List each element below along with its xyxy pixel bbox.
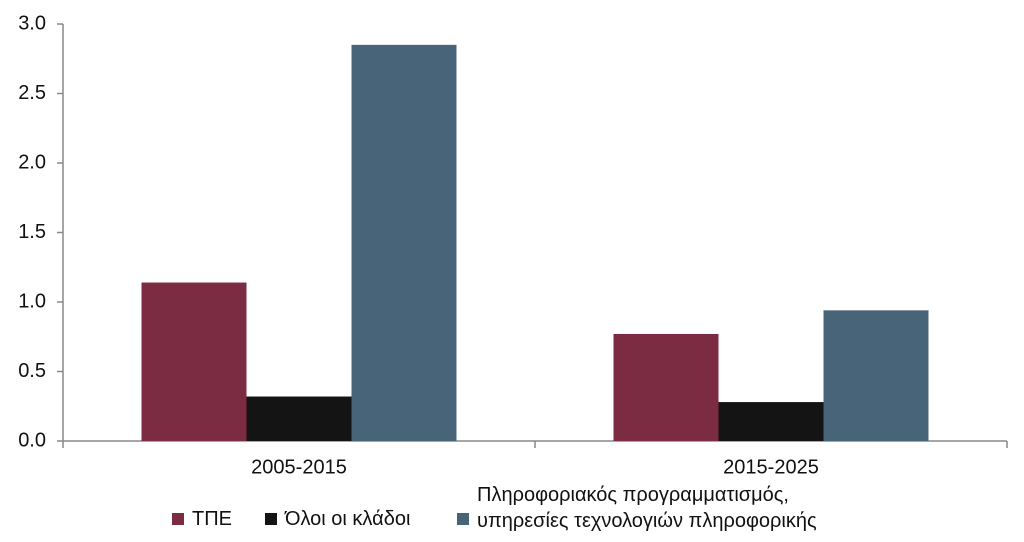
legend-item: Πληροφοριακός προγραμματισμός, υπηρεσίες… [457, 484, 817, 534]
bar [246, 396, 352, 441]
bar [823, 310, 929, 441]
legend-item: Όλοι οι κλάδοι [265, 488, 410, 532]
y-tick-label: 0.5 [18, 360, 46, 382]
x-tick-label: 2015-2025 [723, 456, 819, 478]
y-tick-label: 0.0 [18, 429, 46, 451]
legend-label: ΤΠΕ [192, 508, 232, 530]
legend-swatch [457, 513, 469, 525]
chart: 0.0 0.5 1.0 1.5 2.0 2.5 3.0 2005-2015 2015-2025 [18, 12, 1008, 478]
y-tick-label: 3.0 [18, 12, 46, 34]
bar [351, 44, 457, 441]
bar [718, 402, 824, 441]
y-tick-label: 1.0 [18, 290, 46, 312]
bar [613, 333, 719, 441]
legend-swatch [172, 513, 184, 525]
bar [141, 282, 247, 441]
y-tick-label: 1.5 [18, 221, 46, 243]
y-tick-label: 2.5 [18, 82, 46, 104]
legend-item: ΤΠΕ [172, 488, 232, 532]
x-tick-label: 2005-2015 [251, 456, 347, 478]
y-tick-label: 2.0 [18, 151, 46, 173]
legend-swatch [265, 513, 277, 525]
legend: ΤΠΕ Όλοι οι κλάδοι Πληροφοριακός προγραμμα… [0, 484, 1024, 542]
legend-label: Όλοι οι κλάδοι [285, 508, 411, 530]
legend-label: Πληροφοριακός προγραμματισμός, υπηρεσίες… [477, 484, 817, 532]
